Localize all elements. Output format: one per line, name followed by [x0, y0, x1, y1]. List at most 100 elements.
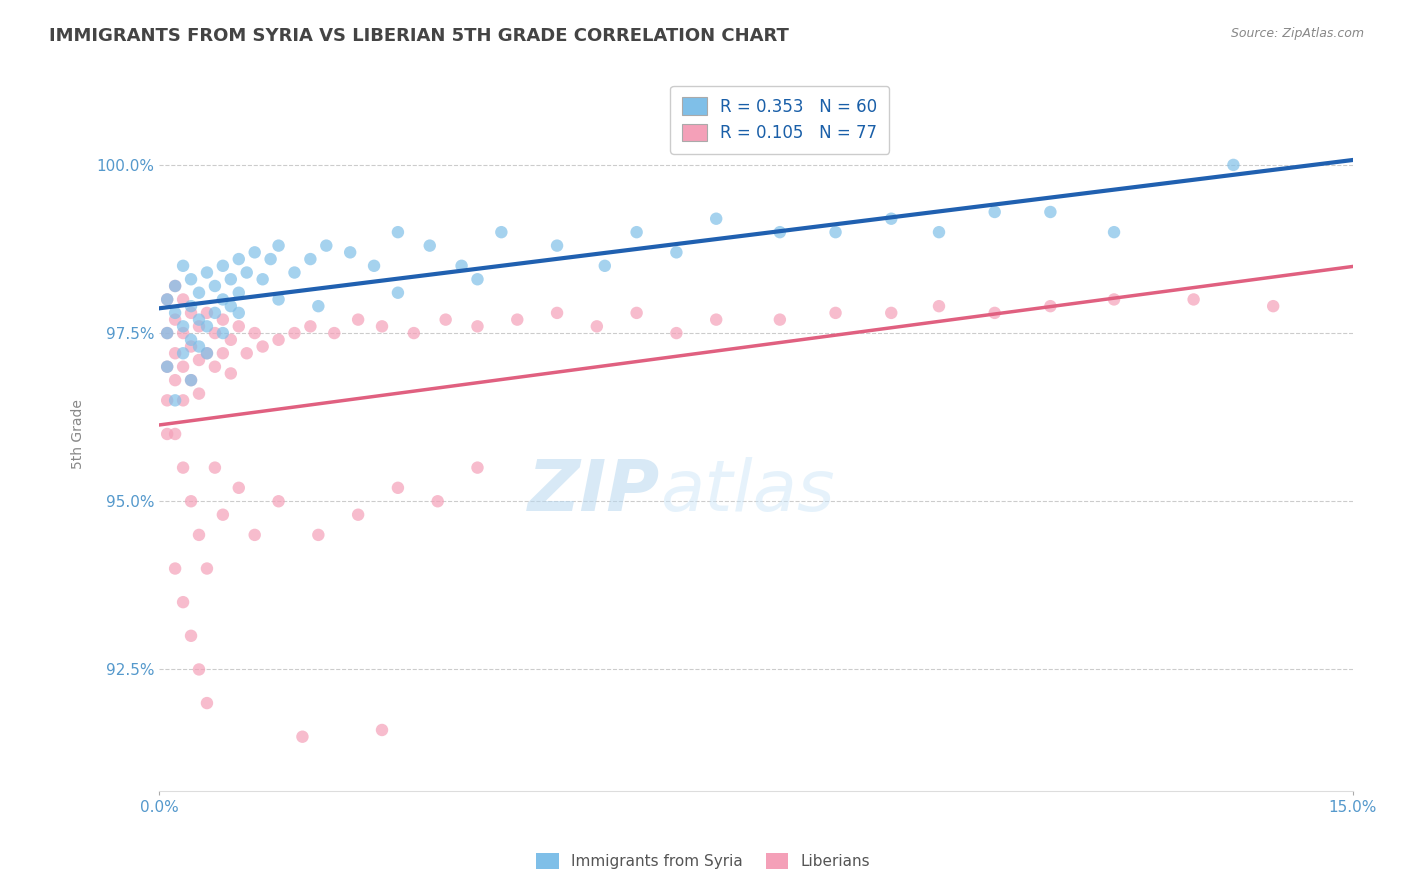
Point: [1102, 225, 1125, 239]
Point: [769, 312, 792, 326]
Point: [165, 279, 187, 293]
Point: [323, 326, 346, 340]
Point: [188, 319, 211, 334]
Point: [212, 312, 235, 326]
Point: [180, 299, 202, 313]
Point: [188, 285, 211, 300]
Point: [172, 259, 194, 273]
Point: [665, 245, 688, 260]
Point: [180, 339, 202, 353]
Point: [204, 279, 226, 293]
Point: [267, 293, 290, 307]
Point: [1039, 299, 1062, 313]
Point: [283, 266, 305, 280]
Point: [339, 245, 361, 260]
Text: IMMIGRANTS FROM SYRIA VS LIBERIAN 5TH GRADE CORRELATION CHART: IMMIGRANTS FROM SYRIA VS LIBERIAN 5TH GR…: [49, 27, 789, 45]
Point: [172, 319, 194, 334]
Point: [212, 259, 235, 273]
Point: [1039, 205, 1062, 219]
Point: [506, 312, 529, 326]
Point: [165, 312, 187, 326]
Point: [235, 346, 257, 360]
Point: [593, 259, 616, 273]
Point: [347, 508, 370, 522]
Point: [188, 339, 211, 353]
Point: [880, 306, 903, 320]
Point: [243, 245, 266, 260]
Point: [156, 359, 179, 374]
Point: [204, 306, 226, 320]
Point: [165, 279, 187, 293]
Point: [824, 306, 846, 320]
Point: [363, 259, 385, 273]
Point: [1222, 158, 1244, 172]
Point: [172, 293, 194, 307]
Point: [243, 528, 266, 542]
Point: [156, 326, 179, 340]
Point: [426, 494, 449, 508]
Point: [704, 312, 727, 326]
Point: [626, 225, 648, 239]
Point: [252, 272, 274, 286]
Point: [165, 561, 187, 575]
Point: [267, 333, 290, 347]
Point: [188, 353, 211, 368]
Point: [165, 306, 187, 320]
Point: [267, 494, 290, 508]
Point: [195, 266, 218, 280]
Point: [172, 393, 194, 408]
Point: [546, 238, 568, 252]
Point: [156, 427, 179, 442]
Point: [1182, 293, 1205, 307]
Point: [204, 326, 226, 340]
Point: [387, 481, 409, 495]
Point: [983, 205, 1005, 219]
Point: [307, 299, 329, 313]
Point: [172, 595, 194, 609]
Point: [419, 238, 441, 252]
Point: [704, 211, 727, 226]
Point: [259, 252, 281, 266]
Point: [156, 393, 179, 408]
Point: [219, 299, 242, 313]
Point: [387, 225, 409, 239]
Point: [212, 326, 235, 340]
Point: [188, 662, 211, 676]
Point: [228, 252, 250, 266]
Point: [165, 393, 187, 408]
Point: [195, 319, 218, 334]
Point: [228, 285, 250, 300]
Point: [165, 427, 187, 442]
Point: [156, 359, 179, 374]
Point: [228, 306, 250, 320]
Point: [228, 481, 250, 495]
Point: [387, 285, 409, 300]
Point: [928, 299, 950, 313]
Point: [195, 346, 218, 360]
Point: [180, 373, 202, 387]
Point: [219, 272, 242, 286]
Point: [180, 494, 202, 508]
Point: [156, 293, 179, 307]
Y-axis label: 5th Grade: 5th Grade: [72, 399, 86, 469]
Point: [371, 723, 394, 737]
Point: [212, 346, 235, 360]
Point: [156, 293, 179, 307]
Point: [172, 346, 194, 360]
Point: [467, 272, 489, 286]
Point: [824, 225, 846, 239]
Legend: Immigrants from Syria, Liberians: Immigrants from Syria, Liberians: [530, 847, 876, 875]
Point: [1102, 293, 1125, 307]
Point: [665, 326, 688, 340]
Point: [626, 306, 648, 320]
Point: [1263, 299, 1285, 313]
Point: [188, 528, 211, 542]
Point: [585, 319, 607, 334]
Point: [450, 259, 472, 273]
Point: [467, 460, 489, 475]
Point: [172, 460, 194, 475]
Point: [180, 373, 202, 387]
Point: [299, 252, 322, 266]
Text: atlas: atlas: [661, 457, 835, 525]
Point: [546, 306, 568, 320]
